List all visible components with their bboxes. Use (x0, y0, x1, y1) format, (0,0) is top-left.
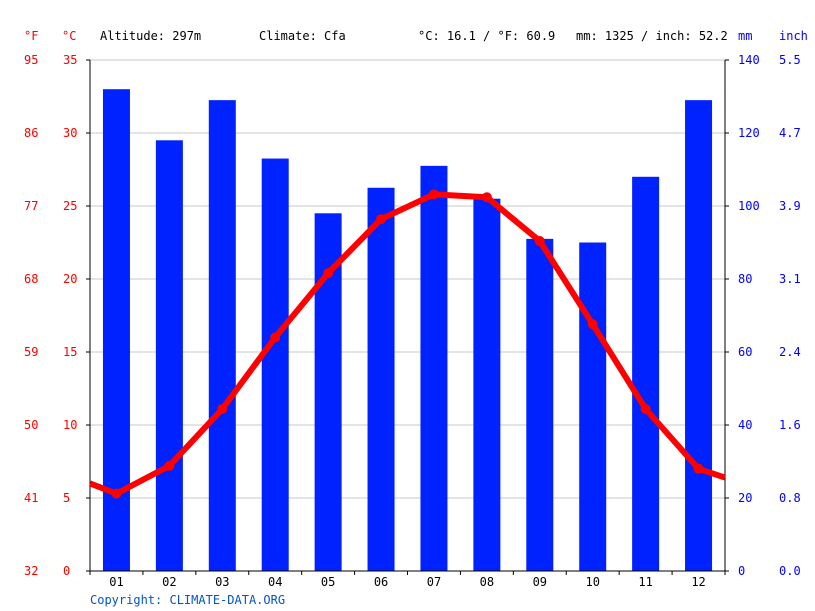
tick-label-inch: 0.0 (779, 564, 801, 578)
axis-tick-labels: 32 0 0 0.0 41 5 20 0.8 50 10 40 1.6 59 15 60 2.4 68 20 80 3… (24, 53, 801, 589)
unit-celsius-label: °C (62, 29, 76, 43)
tick-label-fahrenheit: 50 (24, 418, 38, 432)
tick-label-fahrenheit: 86 (24, 126, 38, 140)
tick-label-month: 09 (533, 575, 547, 589)
grid-lines (90, 59, 725, 499)
temperature-point (640, 403, 651, 414)
precipitation-bar (102, 89, 130, 571)
tick-label-inch: 0.8 (779, 491, 801, 505)
temperature-point (587, 319, 598, 330)
temperature-point (111, 488, 122, 499)
temperature-point (428, 189, 439, 200)
tick-label-month: 04 (268, 575, 282, 589)
tick-label-mm: 100 (738, 199, 760, 213)
tick-label-celsius: 35 (63, 53, 77, 67)
tick-label-mm: 20 (738, 491, 752, 505)
temperature-point (270, 332, 281, 343)
tick-label-inch: 4.7 (779, 126, 801, 140)
precipitation-bar (367, 187, 395, 571)
precipitation-bar (155, 140, 183, 572)
tick-label-mm: 120 (738, 126, 760, 140)
tick-label-mm: 60 (738, 345, 752, 359)
tick-label-mm: 80 (738, 272, 752, 286)
tick-label-month: 12 (691, 575, 705, 589)
tick-label-fahrenheit: 95 (24, 53, 38, 67)
tick-label-fahrenheit: 59 (24, 345, 38, 359)
temperature-point (376, 214, 387, 225)
unit-inch-label: inch (779, 29, 808, 43)
tick-label-inch: 1.6 (779, 418, 801, 432)
tick-label-month: 05 (321, 575, 335, 589)
tick-label-month: 07 (427, 575, 441, 589)
tick-label-mm: 140 (738, 53, 760, 67)
tick-label-celsius: 0 (63, 564, 70, 578)
tick-label-celsius: 25 (63, 199, 77, 213)
temperature-line (88, 189, 726, 499)
tick-label-celsius: 10 (63, 418, 77, 432)
tick-label-month: 11 (638, 575, 652, 589)
tick-label-month: 01 (109, 575, 123, 589)
unit-mm-label: mm (738, 29, 752, 43)
precipitation-bar (579, 242, 607, 571)
tick-label-mm: 40 (738, 418, 752, 432)
tick-label-inch: 5.5 (779, 53, 801, 67)
tick-label-celsius: 20 (63, 272, 77, 286)
tick-label-month: 03 (215, 575, 229, 589)
tick-label-month: 06 (374, 575, 388, 589)
precipitation-bar (685, 100, 713, 572)
tick-label-fahrenheit: 77 (24, 199, 38, 213)
tick-label-celsius: 30 (63, 126, 77, 140)
tick-label-inch: 2.4 (779, 345, 801, 359)
temperature-point (217, 403, 228, 414)
temperature-point (481, 192, 492, 203)
precipitation-bars (102, 89, 713, 572)
tick-label-month: 10 (585, 575, 599, 589)
temperature-point (323, 268, 334, 279)
precipitation-bar (632, 176, 660, 572)
tick-label-inch: 3.1 (779, 272, 801, 286)
temperature-point (164, 460, 175, 471)
temperature-series-line (88, 191, 726, 497)
precipitation-bar (526, 238, 554, 571)
tick-label-inch: 3.9 (779, 199, 801, 213)
altitude-label: Altitude: 297m (100, 29, 201, 43)
tick-label-celsius: 5 (63, 491, 70, 505)
temperature-point (693, 463, 704, 474)
tick-label-mm: 0 (738, 564, 745, 578)
average-temperature-label: °C: 16.1 / °F: 60.9 (418, 29, 555, 43)
tick-label-fahrenheit: 41 (24, 491, 38, 505)
precipitation-bar (473, 198, 501, 571)
unit-fahrenheit-label: °F (24, 29, 38, 43)
tick-label-fahrenheit: 32 (24, 564, 38, 578)
copyright-link[interactable]: Copyright: CLIMATE-DATA.ORG (90, 593, 285, 607)
tick-label-celsius: 15 (63, 345, 77, 359)
precipitation-bar (261, 158, 289, 572)
precipitation-bar (208, 100, 236, 572)
tick-label-month: 02 (162, 575, 176, 589)
annual-precipitation-label: mm: 1325 / inch: 52.2 (576, 29, 728, 43)
tick-label-month: 08 (480, 575, 494, 589)
tick-label-fahrenheit: 68 (24, 272, 38, 286)
precipitation-bar (420, 165, 448, 571)
climate-label: Climate: Cfa (259, 29, 346, 43)
temperature-point (534, 236, 545, 247)
